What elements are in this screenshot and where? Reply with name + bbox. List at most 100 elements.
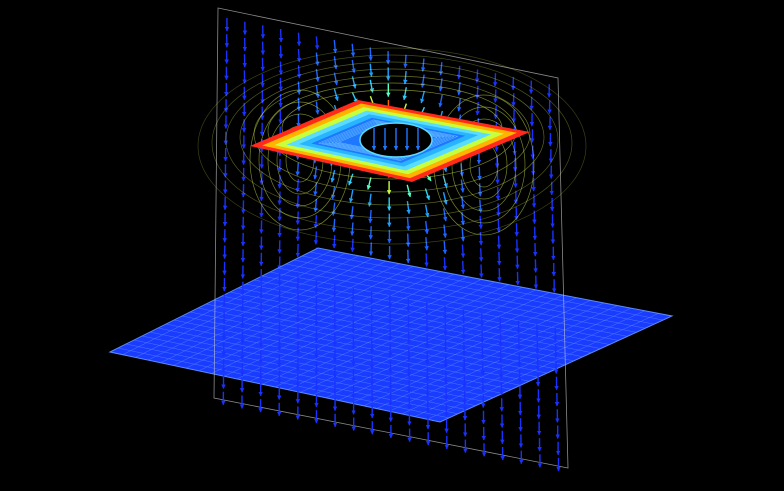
field-arrow — [460, 179, 465, 193]
field-arrow — [368, 226, 374, 240]
field-arrow — [368, 63, 374, 77]
field-arrow — [497, 251, 502, 266]
contour-line — [197, 47, 587, 245]
field-arrow — [460, 260, 466, 275]
field-arrow — [420, 58, 426, 72]
field-arrow — [332, 235, 337, 249]
field-arrow — [442, 208, 448, 222]
field-arrow — [420, 74, 426, 88]
field-arrow — [438, 94, 443, 108]
field-arrow — [278, 28, 284, 43]
field-arrow — [367, 193, 373, 207]
ground-grid-line — [293, 259, 646, 329]
field-arrow — [331, 218, 337, 233]
field-arrow — [479, 264, 484, 278]
contour-line — [211, 54, 573, 232]
field-arrow — [349, 206, 355, 220]
ground-plane-surface — [108, 247, 674, 423]
ground-grid-line — [414, 310, 645, 417]
ground-grid-line — [363, 300, 591, 407]
ground-grid-line — [338, 294, 564, 401]
field-arrow — [424, 188, 431, 201]
field-arrow — [405, 233, 411, 247]
field-arrow — [496, 235, 502, 250]
field-arrow — [406, 201, 411, 215]
ground-grid-line — [287, 284, 509, 390]
contour-line — [225, 61, 559, 219]
contour-line — [253, 75, 531, 193]
field-arrow — [315, 68, 320, 83]
field-arrow — [442, 192, 448, 205]
field-arrow — [277, 158, 282, 173]
field-arrow — [278, 45, 284, 59]
field-arrow — [348, 173, 354, 186]
ground-grid-line — [325, 292, 550, 398]
field-arrow — [313, 198, 318, 213]
field-arrow — [333, 72, 339, 86]
ground-grid-line — [261, 275, 610, 345]
ground-grid-line — [309, 251, 664, 321]
field-arrow — [460, 244, 466, 258]
field-arrow — [493, 89, 498, 103]
field-arrow — [478, 231, 484, 246]
field-arrow — [314, 36, 320, 50]
ground-grid-line — [300, 287, 523, 393]
field-arrow — [420, 90, 425, 104]
field-arrow — [478, 199, 483, 213]
ground-grid-line — [269, 271, 619, 341]
ground-grid-line — [229, 291, 574, 362]
field-arrow — [296, 32, 302, 47]
field-arrow — [402, 87, 407, 101]
field-arrow — [350, 238, 355, 253]
ground-grid-line — [401, 307, 632, 415]
field-arrow — [406, 184, 412, 198]
field-arrow — [456, 82, 462, 96]
field-arrow — [478, 248, 484, 262]
field-arrow — [460, 228, 466, 242]
field-arrow — [442, 257, 448, 271]
field-arrow — [278, 61, 284, 75]
field-arrow — [424, 204, 430, 218]
field-arrow — [296, 48, 302, 63]
field-arrow — [313, 231, 319, 245]
vector-field-front-arrows — [221, 261, 561, 472]
plate-hole-rim — [359, 122, 433, 158]
current-loop-plate — [250, 100, 530, 182]
field-arrow — [351, 76, 357, 89]
field-arrow — [403, 54, 408, 69]
field-arrow — [456, 98, 462, 112]
field-arrow — [315, 85, 320, 99]
field-arrow — [366, 177, 372, 190]
field-arrow — [368, 47, 373, 61]
field-arrow — [333, 88, 339, 102]
field-arrow — [277, 207, 282, 222]
field-arrow — [496, 219, 501, 233]
ground-grid-line — [312, 289, 536, 396]
ground-grid-line — [301, 255, 655, 325]
vertical-slice-frame — [213, 7, 569, 469]
ground-grid-line — [277, 267, 628, 337]
field-arrow — [350, 222, 355, 236]
field-arrow — [295, 178, 300, 193]
plate-stripe — [317, 119, 459, 161]
field-arrow — [405, 217, 411, 231]
field-arrow — [296, 81, 302, 95]
field-arrow — [442, 240, 448, 255]
field-arrow — [315, 52, 320, 66]
field-arrow — [496, 203, 501, 217]
slice-frame-outline — [213, 7, 569, 469]
field-arrow — [368, 209, 373, 224]
field-arrow — [474, 69, 480, 83]
field-arrow — [438, 78, 444, 92]
field-arrow — [296, 65, 302, 79]
field-arrow — [315, 101, 320, 115]
field-arrow — [424, 220, 429, 235]
field-arrow — [331, 202, 336, 216]
field-arrow — [330, 169, 336, 183]
field-arrow — [424, 237, 429, 251]
field-arrow — [278, 77, 283, 92]
field-arrow — [333, 56, 338, 70]
field-arrow — [350, 43, 356, 58]
